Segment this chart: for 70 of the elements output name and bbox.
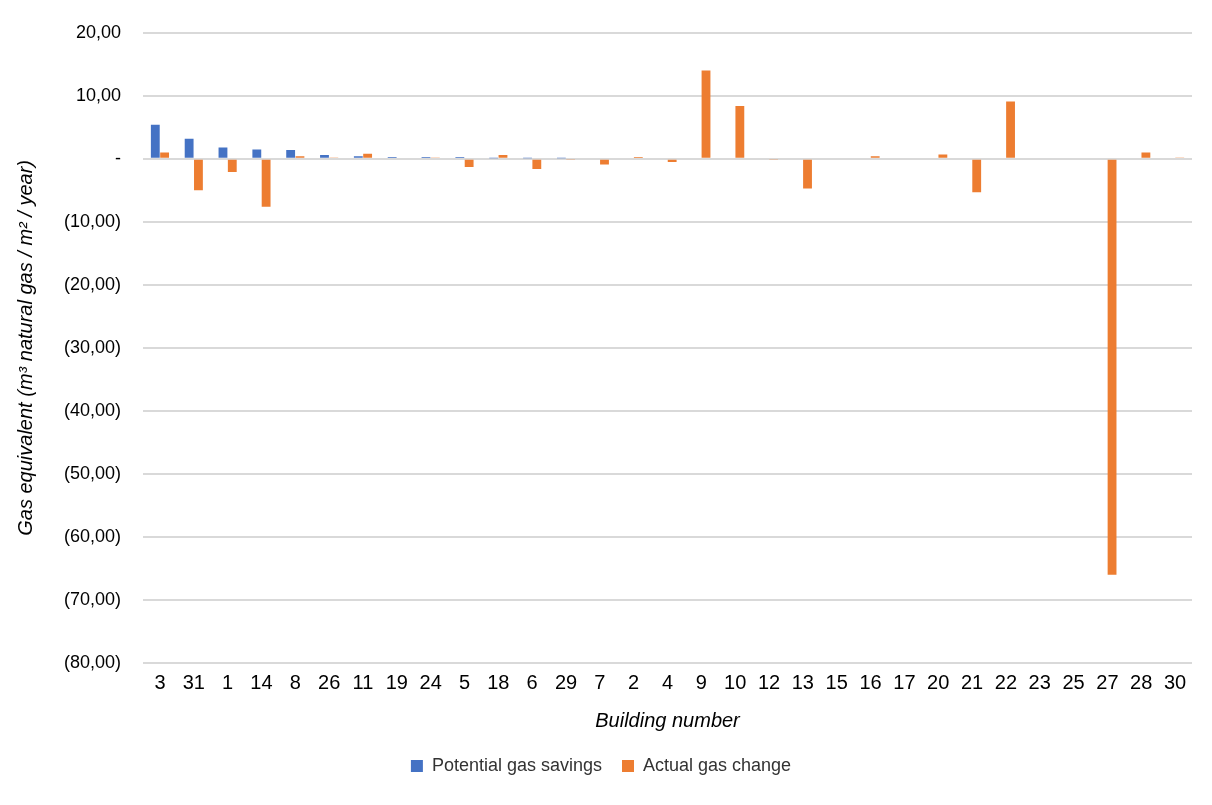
bar xyxy=(218,147,228,158)
bar xyxy=(464,159,474,168)
bar xyxy=(1107,159,1117,575)
x-tick-label: 9 xyxy=(695,670,707,693)
y-tick-label: (60,00) xyxy=(63,525,122,546)
bar xyxy=(803,159,812,189)
x-tick-label: 12 xyxy=(757,670,781,693)
x-tick-label: 29 xyxy=(554,670,578,693)
x-tick-label: 7 xyxy=(594,670,606,693)
x-tick-label: 24 xyxy=(419,670,442,693)
bar xyxy=(320,155,329,158)
x-tick-label: 30 xyxy=(1163,670,1187,693)
bar xyxy=(252,149,262,158)
legend-label: Actual gas change xyxy=(643,754,792,775)
bar xyxy=(600,159,609,165)
bar xyxy=(701,70,711,158)
x-tick-label: 4 xyxy=(661,670,674,693)
x-tick-label: 17 xyxy=(893,670,916,693)
x-tick-label: 16 xyxy=(859,670,882,693)
y-axis-title: Gas equivalent (m³ natural gas / m² / year) xyxy=(13,160,36,536)
x-tick-label: 8 xyxy=(289,670,301,693)
x-tick-label: 21 xyxy=(960,670,984,693)
x-tick-label: 25 xyxy=(1062,670,1085,693)
x-tick-label: 14 xyxy=(250,670,273,693)
x-tick-label: 6 xyxy=(526,670,538,693)
x-tick-label: 13 xyxy=(791,670,814,693)
bar xyxy=(194,159,203,191)
bar xyxy=(184,138,194,158)
x-axis-title: Building number xyxy=(595,708,742,731)
x-tick-label: 23 xyxy=(1028,670,1051,693)
x-tick-label: 15 xyxy=(825,670,848,693)
bar xyxy=(227,159,237,173)
x-tick-label: 10 xyxy=(724,670,747,693)
x-tick-label: 31 xyxy=(182,670,205,693)
x-tick-label: 11 xyxy=(352,670,374,693)
x-tick-label: 22 xyxy=(994,670,1018,693)
x-tick-label: 20 xyxy=(927,670,950,693)
legend-label: Potential gas savings xyxy=(431,754,603,775)
bar xyxy=(498,155,508,158)
bar xyxy=(363,153,373,158)
y-tick-label: (40,00) xyxy=(63,399,122,420)
bar xyxy=(972,159,982,193)
bar xyxy=(1141,152,1151,158)
bar xyxy=(938,154,948,158)
x-tick-label: 26 xyxy=(318,670,341,693)
x-tick-label: 28 xyxy=(1130,670,1153,693)
y-tick-label: (10,00) xyxy=(63,210,122,231)
bar xyxy=(286,150,296,158)
y-tick-label: 20,00 xyxy=(75,21,122,42)
x-tick-label: 3 xyxy=(154,670,166,693)
bar xyxy=(1006,101,1015,158)
bar xyxy=(532,159,542,169)
y-tick-label: - xyxy=(115,147,122,168)
bar xyxy=(150,124,160,158)
y-tick-label: (20,00) xyxy=(63,273,122,294)
y-tick-label: 10,00 xyxy=(75,84,122,105)
x-tick-label: 5 xyxy=(458,670,471,693)
y-tick-label: (70,00) xyxy=(63,588,122,609)
x-tick-label: 19 xyxy=(385,670,408,693)
x-tick-label: 1 xyxy=(222,670,234,693)
bar xyxy=(667,159,677,162)
y-tick-label: (30,00) xyxy=(63,336,122,357)
x-tick-label: 18 xyxy=(487,670,510,693)
y-tick-label: (50,00) xyxy=(63,462,122,483)
y-tick-label: (80,00) xyxy=(63,651,122,672)
x-tick-label: 2 xyxy=(628,670,640,693)
bar xyxy=(735,105,745,158)
bar xyxy=(261,159,271,207)
bar xyxy=(160,152,170,158)
x-tick-label: 27 xyxy=(1096,670,1119,693)
